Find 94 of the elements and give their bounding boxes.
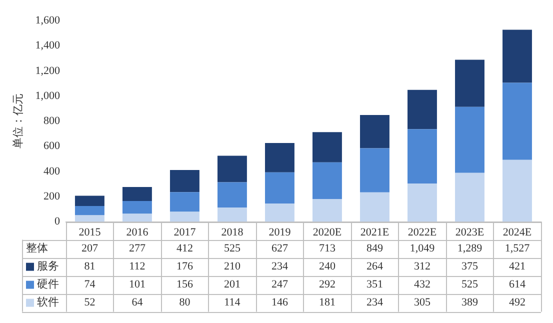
bar [408, 183, 437, 222]
bar [312, 199, 342, 222]
data-label: 421 [508, 260, 526, 273]
data-label: 234 [366, 296, 384, 309]
bar [264, 203, 294, 222]
data-label: 112 [129, 260, 146, 273]
data-label: 234 [271, 260, 288, 273]
data-label: 181 [318, 296, 336, 309]
total-label: 1,527 [504, 242, 530, 255]
data-label: 81 [84, 260, 96, 273]
bar [74, 196, 104, 206]
data-label: 176 [176, 260, 194, 273]
text: 整体 [26, 242, 48, 255]
bar [312, 132, 342, 162]
bar [455, 106, 484, 173]
bar [360, 192, 390, 222]
total-label: 277 [128, 242, 146, 255]
y-tick-label: 1,600 [35, 14, 60, 26]
bar [455, 60, 484, 107]
bar [122, 186, 152, 202]
total-label: 1,289 [457, 242, 483, 255]
data-label: 101 [128, 278, 146, 291]
y-tick-label: 200 [43, 190, 60, 203]
x-tick-label: 2022E [408, 226, 437, 238]
y-tick-label: 0 [54, 216, 60, 228]
bar [74, 206, 104, 216]
data-label: 156 [176, 278, 194, 291]
bar [408, 129, 437, 184]
data-label: 240 [318, 260, 336, 273]
data-label: 312 [414, 260, 430, 273]
bar [170, 212, 200, 222]
y-tick-label: 800 [43, 115, 60, 128]
data-label: 80 [179, 296, 191, 309]
data-label: 146 [271, 296, 288, 309]
legend-label: 软件 [37, 296, 59, 309]
data-label: 292 [318, 278, 336, 291]
data-label: 201 [224, 278, 240, 291]
data-label: 389 [461, 296, 478, 309]
x-tick-label: 2017 [174, 226, 196, 238]
data-label: 432 [414, 278, 430, 291]
y-tick-label: 400 [43, 165, 60, 178]
bar [360, 115, 390, 148]
bar [408, 90, 437, 130]
x-tick-label: 2020E [312, 226, 342, 238]
x-tick-label: 2015 [78, 226, 102, 238]
data-label: 305 [414, 296, 431, 309]
total-label: 207 [81, 242, 98, 255]
x-tick-label: 2021E [360, 226, 390, 238]
data-label: 264 [366, 260, 384, 273]
bar [217, 182, 247, 208]
data-label: 492 [508, 296, 526, 309]
bar [502, 82, 532, 160]
data-label: 210 [224, 260, 241, 273]
data-label: 614 [508, 278, 526, 291]
bar [170, 170, 200, 192]
data-label: 114 [224, 296, 241, 309]
data-label: 351 [366, 278, 383, 291]
data-label: 64 [132, 296, 144, 309]
x-tick-label: 2019 [268, 226, 292, 238]
x-tick-label: 2016 [126, 226, 149, 238]
total-label: 849 [366, 242, 384, 255]
bar [217, 156, 247, 182]
total-label: 713 [318, 242, 336, 255]
bar [360, 148, 390, 192]
y-tick-label: 1,400 [35, 40, 60, 52]
x-tick-label: 2024E [502, 226, 532, 238]
bar [455, 172, 484, 222]
y-tick-label: 1,000 [35, 90, 60, 102]
bar [217, 207, 247, 222]
bar [74, 215, 104, 222]
data-label: 74 [84, 278, 96, 291]
legend-label: 硬件 [37, 278, 59, 291]
legend-label: 服务 [37, 260, 59, 273]
total-label: 412 [176, 242, 193, 255]
data-label: 247 [271, 278, 288, 291]
y-tick-label: 1,200 [35, 64, 60, 77]
bar [502, 30, 532, 83]
bar [170, 192, 200, 212]
bar [502, 160, 532, 222]
y-axis-title: 单位：亿元 [11, 94, 24, 149]
total-label: 627 [271, 242, 288, 255]
bar [122, 201, 152, 214]
bar [264, 142, 294, 172]
x-tick-label: 2023E [455, 226, 484, 238]
total-label: 525 [224, 242, 241, 255]
data-label: 525 [461, 278, 478, 291]
data-label: 375 [461, 260, 478, 273]
x-tick-label: 2018 [221, 226, 244, 238]
bar [264, 172, 294, 204]
bar [122, 214, 152, 222]
bar [312, 162, 342, 200]
y-tick-label: 600 [43, 140, 60, 152]
data-label: 52 [84, 296, 96, 309]
total-label: 1,049 [410, 242, 436, 255]
